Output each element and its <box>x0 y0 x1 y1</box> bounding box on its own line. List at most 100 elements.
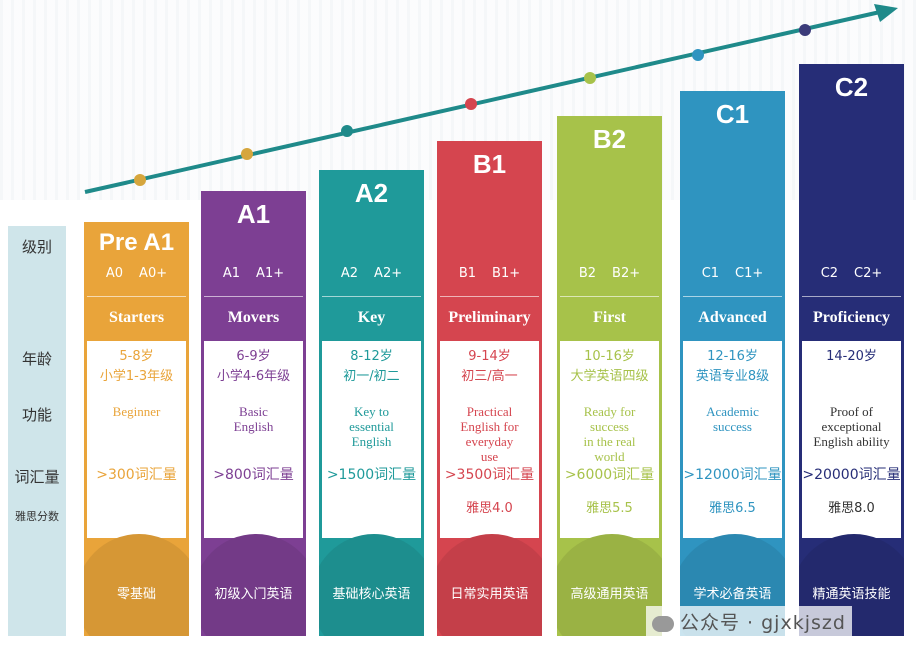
exam-name: Preliminary <box>448 309 531 326</box>
level-column: B2 B2 B2+ First 10-16岁 大学英语四级 Ready for succes… <box>557 116 662 636</box>
milestone-dot <box>584 72 596 84</box>
row-label-panel <box>8 226 66 636</box>
stage-label: 零基础 <box>116 587 156 602</box>
function-text: Proof of exceptional English ability <box>813 404 890 449</box>
stage-circle <box>319 534 424 636</box>
milestone-dot <box>241 148 253 160</box>
divider <box>440 296 539 297</box>
age-range: 10-16岁 大学英语四级 <box>557 347 662 387</box>
stage-label: 基础核心英语 <box>332 587 411 602</box>
stage-circle <box>437 534 542 636</box>
age-range: 8-12岁 初一/初二 <box>319 347 424 387</box>
level-column: Pre A1 A0 A0+ Starters 5-8岁 小学1-3年级 Beginner >3… <box>84 222 189 636</box>
sublevel-label: B1 <box>458 266 477 281</box>
exam-name: Key <box>357 309 386 326</box>
grade-text: 初一/初二 <box>343 369 400 384</box>
sublevel-label: C1 <box>701 266 720 281</box>
exam-name: Advanced <box>698 309 767 326</box>
function-text: Ready for success in the real world <box>583 404 636 464</box>
detail-box <box>802 341 901 538</box>
age-range: 6-9岁小学4-6年级 <box>201 347 306 387</box>
arrow-head-icon <box>874 4 898 22</box>
age-text: 9-14岁 <box>468 349 511 364</box>
age-text: 5-8岁 <box>119 349 154 364</box>
milestone-dot <box>341 125 353 137</box>
sublevel-label: A0+ <box>139 266 168 281</box>
milestone-dot <box>692 49 704 61</box>
age-range: 5-8岁 小学1-3年级 <box>84 347 189 387</box>
ielts-score: 雅思6.5 <box>709 501 756 516</box>
sublevel-labels: B2 B2+ <box>557 266 662 281</box>
sublevel-label: C1+ <box>735 266 764 281</box>
sublevel-labels: A0 A0+ <box>84 266 189 281</box>
milestone-dot <box>465 98 477 110</box>
level-name: C1 <box>715 99 750 129</box>
level-name: A2 <box>354 178 389 208</box>
vocab-count: >800词汇量 <box>213 467 294 483</box>
age-text: 14-20岁 <box>826 349 877 364</box>
age-range: 14-20岁 <box>799 347 904 367</box>
row-label-function: 功能 <box>21 406 52 424</box>
age-text: 6-9岁 <box>236 349 271 364</box>
exam-name: Starters <box>108 309 165 326</box>
sublevel-label: B2+ <box>612 266 641 281</box>
sublevel-labels: B1 B1+ <box>437 266 542 281</box>
level-name: A1 <box>236 199 271 229</box>
stage-label: 高级通用英语 <box>570 587 649 602</box>
detail-box <box>560 341 659 538</box>
sublevel-label: C2+ <box>854 266 883 281</box>
level-column: C2 C2 C2+ Proficiency 14-20岁 Proof of excepti… <box>799 64 904 636</box>
divider <box>802 296 901 297</box>
level-name: B2 <box>592 124 627 154</box>
stage-circle <box>84 534 189 636</box>
watermark: 公众号 · gjxkjszd <box>646 606 852 637</box>
stage-label: 学术必备英语 <box>693 587 772 602</box>
age-text: 10-16岁 <box>584 349 635 364</box>
function-text: Beginner <box>112 404 161 419</box>
row-label-level: 级别 <box>21 238 52 256</box>
progress-arrow <box>84 4 898 194</box>
vocab-count: >3500词汇量 <box>444 467 535 483</box>
level-column: A2 A2 A2+ Key 8-12岁 初一/初二 Key to essential Eng… <box>319 170 424 636</box>
row-label-ielts: 雅思分数 <box>15 510 59 523</box>
sublevel-label: B1+ <box>492 266 521 281</box>
vocab-count: >6000词汇量 <box>564 467 655 483</box>
level-name: C2 <box>834 72 869 102</box>
age-text: 12-16岁 <box>707 349 758 364</box>
row-label-vocab: 词汇量 <box>14 468 60 486</box>
age-range: 9-14岁初三/高一 <box>437 347 542 387</box>
age-range: 12-16岁 英语专业8级 <box>680 347 785 387</box>
sublevel-label: C2 <box>820 266 839 281</box>
milestone-dot <box>799 24 811 36</box>
stage-label: 精通英语技能 <box>812 587 891 602</box>
grade-text: 小学4-6年级 <box>216 369 291 384</box>
sublevel-labels: A1 A1+ <box>201 266 306 281</box>
sublevel-label: A2+ <box>374 266 403 281</box>
exam-name: First <box>593 309 626 326</box>
detail-box <box>87 341 186 538</box>
level-name: B1 <box>472 149 507 179</box>
divider <box>322 296 421 297</box>
level-column: C1 C1 C1+ Advanced 12-16岁 英语专业8级 Academic succ… <box>680 91 785 636</box>
row-label-age: 年龄 <box>21 350 52 368</box>
detail-box <box>204 341 303 538</box>
sublevel-label: B2 <box>578 266 597 281</box>
vocab-count: >1500词汇量 <box>326 467 417 483</box>
function-text: Key to essential English <box>349 404 394 449</box>
sublevel-label: A0 <box>105 266 124 281</box>
detail-box <box>322 341 421 538</box>
sublevel-labels: A2 A2+ <box>319 266 424 281</box>
wechat-icon <box>652 615 674 632</box>
divider <box>683 296 782 297</box>
grade-text: 初三/高一 <box>461 369 518 384</box>
exam-name: Proficiency <box>812 309 890 326</box>
sublevel-labels: C1 C1+ <box>680 266 785 281</box>
vocab-count: >12000词汇量 <box>683 467 782 483</box>
divider <box>204 296 303 297</box>
level-name: Pre A1 <box>98 229 175 256</box>
level-column: A1 A1 A1+ Movers 6-9岁 小学4-6年级 Basic English >80… <box>201 191 306 636</box>
stage-label: 初级入门英语 <box>214 587 293 602</box>
function-text: Practical English for everyday use <box>460 404 519 464</box>
sublevel-label: A1 <box>222 266 241 281</box>
function-text: Basic English <box>233 404 274 434</box>
